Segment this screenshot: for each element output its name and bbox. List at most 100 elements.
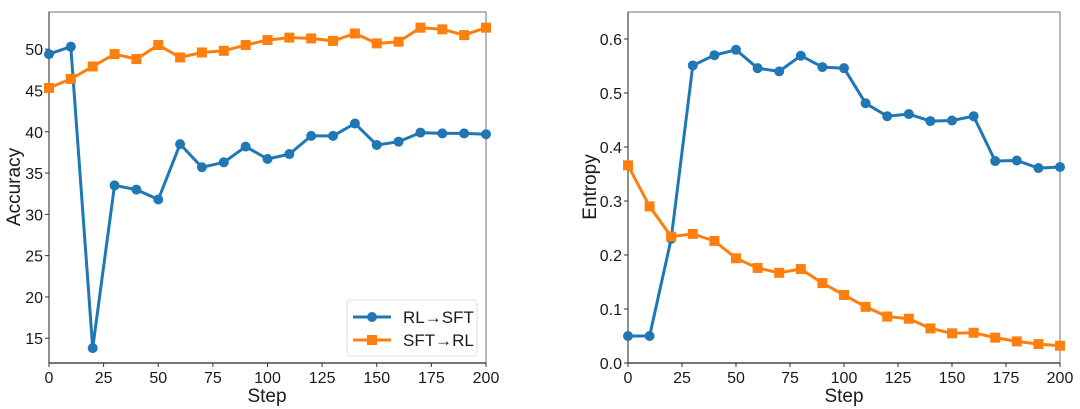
accuracy-point-sft-rl: [240, 40, 251, 51]
entropy-y-tick-label: 0.1: [600, 302, 622, 319]
accuracy-point-rl-sft: [371, 139, 382, 150]
accuracy-point-sft-rl: [459, 30, 470, 41]
accuracy-legend-box: [346, 299, 478, 357]
entropy-y-tick-label: 0.2: [600, 248, 622, 265]
entropy-x-tick-label: 125: [885, 370, 912, 387]
entropy-point-rl-sft: [709, 50, 720, 61]
accuracy-point-rl-sft: [437, 128, 448, 139]
entropy-point-sft-rl: [795, 264, 806, 275]
accuracy-point-sft-rl: [131, 54, 142, 65]
accuracy-point-rl-sft: [415, 127, 426, 138]
accuracy-point-sft-rl: [328, 35, 339, 46]
accuracy-point-rl-sft: [196, 162, 207, 173]
entropy-series-line-sft-rl: [626, 164, 1061, 348]
accuracy-y-tick-label: 15: [25, 331, 43, 348]
entropy-y-tick-label: 0.6: [600, 32, 622, 49]
accuracy-x-tick-label: 150: [363, 370, 390, 387]
entropy-point-rl-sft: [839, 63, 849, 74]
entropy-point-sft-rl: [666, 231, 677, 242]
accuracy-point-rl-sft: [240, 141, 251, 152]
entropy-point-rl-sft: [795, 50, 806, 61]
accuracy-x-tick-label: 175: [418, 370, 445, 387]
accuracy-point-sft-rl: [262, 35, 273, 46]
entropy-point-rl-sft: [817, 62, 828, 73]
accuracy-x-axis-label: Step: [247, 386, 286, 407]
entropy-point-sft-rl: [731, 253, 741, 264]
accuracy-point-sft-rl: [393, 36, 404, 47]
entropy-x-tick-label: 150: [939, 370, 966, 387]
entropy-x-tick-label: 200: [1047, 370, 1074, 387]
accuracy-point-rl-sft: [153, 194, 164, 205]
accuracy-point-sft-rl: [349, 28, 360, 39]
entropy-point-rl-sft: [731, 44, 741, 55]
entropy-point-rl-sft: [882, 111, 893, 122]
entropy-point-sft-rl: [687, 228, 698, 239]
accuracy-point-sft-rl: [87, 61, 98, 72]
entropy-x-tick-label: 100: [831, 370, 858, 387]
accuracy-y-axis-label: Accuracy: [4, 147, 25, 226]
entropy-point-rl-sft: [925, 116, 936, 127]
accuracy-legend: RL→SFT SFT→RL: [346, 299, 478, 357]
entropy-point-sft-rl: [623, 160, 633, 171]
accuracy-x-tick-label: 50: [149, 370, 167, 387]
accuracy-point-rl-sft: [44, 49, 54, 60]
entropy-x-axis-label: Step: [824, 386, 863, 407]
entropy-point-sft-rl: [752, 262, 763, 273]
accuracy-point-sft-rl: [153, 40, 164, 51]
accuracy-point-sft-rl: [65, 73, 76, 84]
entropy-point-sft-rl: [709, 235, 720, 246]
entropy-point-sft-rl: [1055, 340, 1065, 351]
accuracy-point-rl-sft: [65, 41, 76, 52]
accuracy-y-tick-label: 40: [25, 125, 43, 142]
accuracy-y-tick-label: 30: [25, 207, 43, 224]
entropy-point-sft-rl: [947, 328, 957, 339]
entropy-point-rl-sft: [1033, 163, 1044, 174]
accuracy-point-sft-rl: [44, 82, 54, 93]
accuracy-point-rl-sft: [262, 154, 273, 165]
entropy-point-sft-rl: [882, 311, 893, 322]
entropy-point-sft-rl: [644, 201, 655, 212]
accuracy-point-rl-sft: [284, 149, 295, 160]
accuracy-y-tick-label: 20: [25, 290, 43, 307]
entropy-point-rl-sft: [774, 66, 785, 77]
entropy-point-rl-sft: [644, 331, 655, 341]
entropy-point-sft-rl: [990, 332, 1001, 343]
accuracy-point-rl-sft: [459, 128, 470, 139]
accuracy-y-tick-label: 45: [25, 83, 43, 100]
accuracy-point-rl-sft: [218, 157, 229, 168]
accuracy-y-tick-label: 35: [25, 166, 43, 183]
accuracy-point-sft-rl: [437, 24, 448, 35]
entropy-x-tick-label: 175: [993, 370, 1020, 387]
entropy-point-rl-sft: [687, 60, 698, 71]
entropy-x-tick-label: 0: [624, 370, 633, 387]
accuracy-point-sft-rl: [371, 38, 382, 49]
entropy-chart: Entropy Step 0 25 50 75 100 125 150 175 200 0.0 0.…: [580, 11, 1074, 407]
accuracy-y-tick-label: 25: [25, 249, 43, 266]
entropy-point-sft-rl: [903, 313, 914, 324]
entropy-point-rl-sft: [968, 111, 979, 122]
accuracy-point-rl-sft: [349, 118, 360, 129]
accuracy-point-rl-sft: [131, 184, 142, 195]
accuracy-y-tick-label: 50: [25, 42, 43, 59]
accuracy-chart: Accuracy Step 0 25 50 75 100 125 150 175 200 15 20…: [4, 11, 500, 407]
entropy-y-tick-label: 0.0: [600, 356, 622, 373]
accuracy-point-sft-rl: [175, 52, 186, 63]
entropy-point-sft-rl: [860, 301, 871, 312]
accuracy-x-tick-label: 200: [473, 370, 500, 387]
entropy-point-sft-rl: [817, 278, 828, 289]
entropy-point-rl-sft: [947, 115, 957, 126]
accuracy-point-rl-sft: [481, 129, 491, 140]
entropy-y-axis-label: Entropy: [580, 154, 601, 220]
accuracy-point-sft-rl: [109, 49, 120, 60]
accuracy-legend-marker-rl-sft: [367, 312, 377, 322]
accuracy-point-rl-sft: [87, 343, 98, 354]
accuracy-point-rl-sft: [306, 130, 317, 141]
accuracy-x-tick-label: 75: [204, 370, 222, 387]
entropy-point-sft-rl: [1011, 336, 1022, 347]
accuracy-legend-marker-sft-rl: [367, 335, 377, 345]
entropy-point-rl-sft: [903, 109, 914, 120]
accuracy-point-rl-sft: [175, 139, 186, 150]
entropy-point-rl-sft: [990, 156, 1001, 167]
accuracy-legend-label-sft-rl: SFT→RL: [403, 331, 474, 350]
